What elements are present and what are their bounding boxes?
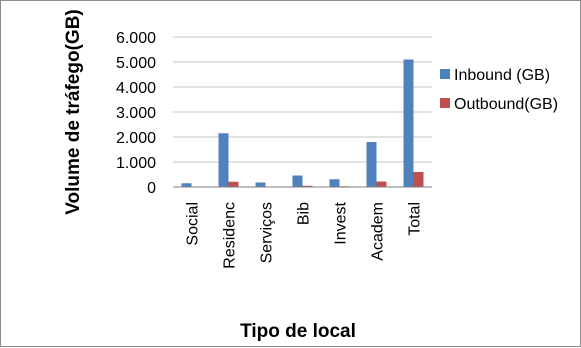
y-tick-label: 1.000: [116, 155, 156, 172]
y-tick-label: 2.000: [116, 130, 156, 147]
gridlines: [173, 36, 432, 163]
legend: Inbound (GB) Outbound(GB): [440, 67, 558, 113]
x-tick-label: Residenc: [222, 202, 239, 269]
legend-label: Inbound (GB): [454, 67, 550, 84]
bar-inbound-1: [218, 133, 229, 187]
bar-inbound-6: [403, 59, 414, 187]
bar-inbound-2: [255, 182, 266, 187]
legend-swatch: [440, 98, 450, 108]
legend-label: Outbound(GB): [454, 96, 558, 113]
legend-swatch: [440, 69, 450, 79]
bars: [181, 59, 424, 188]
x-tick-label: Serviços: [259, 202, 276, 263]
y-tick-label: 6.000: [116, 30, 156, 47]
bar-inbound-3: [292, 175, 303, 187]
y-tick-labels: 0 1.000 2.000 3.000 4.000 5.000 6.000: [116, 30, 156, 197]
x-tick-label: Invest: [333, 201, 350, 244]
x-tick-labels: Social Residenc Serviços Bib Invest Academ Tot…: [185, 201, 424, 268]
bar-inbound-0: [181, 183, 192, 187]
y-tick-label: 5.000: [116, 55, 156, 72]
bar-outbound-6: [413, 172, 424, 187]
y-tick-label: 4.000: [116, 80, 156, 97]
bar-outbound-5: [376, 181, 387, 187]
x-tick-label: Bib: [296, 202, 313, 225]
y-tick-label: 3.000: [116, 105, 156, 122]
bar-outbound-1: [228, 181, 239, 187]
x-tick-label: Total: [407, 202, 424, 236]
y-axis-title: Volume de tráfego(GB): [63, 9, 84, 215]
x-tick-label: Social: [185, 202, 202, 246]
bar-inbound-5: [366, 142, 377, 187]
bar-outbound-3: [302, 185, 313, 187]
x-tick-label: Academ: [370, 202, 387, 261]
bar-inbound-4: [329, 179, 340, 187]
x-axis-title: Tipo de local: [240, 321, 356, 342]
y-tick-label: 0: [147, 180, 156, 197]
